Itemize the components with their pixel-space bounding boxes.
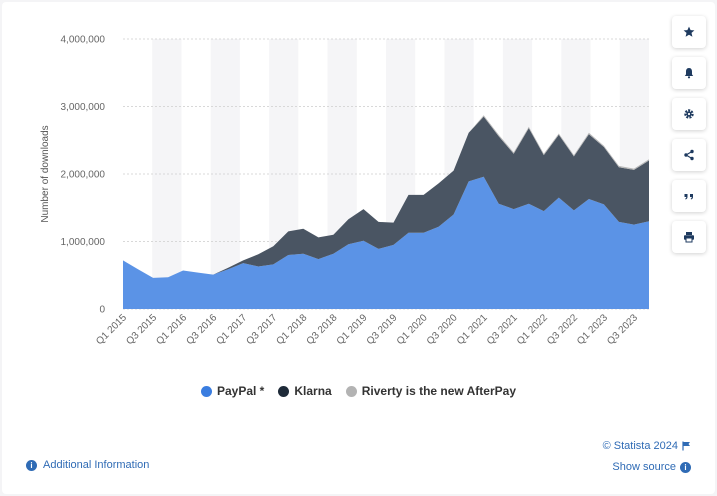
favorite-button[interactable] [672, 16, 706, 48]
show-source-text: Show source [612, 461, 676, 473]
share-icon [684, 149, 694, 161]
series-area-1[interactable] [123, 116, 649, 278]
print-icon [684, 232, 694, 243]
additional-information-link[interactable]: i Additional Information [26, 459, 149, 471]
legend-item-klarna[interactable]: Klarna [278, 384, 332, 398]
series-area-0[interactable] [123, 176, 649, 309]
chart-legend: PayPal * Klarna Riverty is the new After… [2, 384, 715, 398]
legend-dot-klarna [278, 385, 290, 397]
x-tick-label: Q3 2015 [124, 312, 159, 347]
legend-item-riverty[interactable]: Riverty is the new AfterPay [345, 384, 516, 398]
x-tick-label: Q1 2016 [154, 312, 189, 347]
notification-button[interactable] [672, 57, 706, 89]
print-button[interactable] [672, 221, 706, 253]
quote-icon [684, 194, 693, 200]
x-tick-label: Q3 2022 [545, 312, 580, 347]
cite-button[interactable] [672, 180, 706, 212]
y-tick-label: 1,000,000 [61, 237, 106, 248]
legend-label-riverty: Riverty is the new AfterPay [361, 384, 516, 398]
x-tick-label: Q1 2015 [94, 312, 129, 347]
credit-text: © Statista 2024 [602, 440, 678, 452]
share-button[interactable] [672, 139, 706, 171]
bell-icon [684, 68, 694, 79]
additional-information-text: Additional Information [43, 459, 150, 471]
star-icon [683, 26, 695, 37]
legend-dot-paypal [200, 385, 212, 397]
x-tick-label: Q3 2020 [425, 312, 460, 347]
x-tick-label: Q1 2023 [575, 312, 610, 347]
x-tick-label: Q3 2017 [245, 312, 280, 347]
legend-dot-riverty [345, 385, 357, 397]
x-tick-label: Q1 2022 [515, 312, 550, 347]
x-tick-label: Q1 2017 [214, 312, 249, 347]
chart-area: 0 1,000,000 2,000,000 3,000,000 4,000,000 Q1… [40, 35, 649, 347]
legend-item-paypal[interactable]: PayPal * [200, 384, 265, 398]
statista-credit[interactable]: © Statista 2024 [603, 440, 691, 452]
y-tick-label: 3,000,000 [61, 102, 106, 113]
chart-y-ticks: 0 1,000,000 2,000,000 3,000,000 4,000,000 [61, 35, 106, 316]
gear-icon [684, 109, 694, 119]
legend-label-paypal: PayPal * [216, 384, 265, 398]
y-tick-label: 4,000,000 [61, 35, 106, 46]
x-tick-label: Q1 2018 [275, 312, 310, 347]
info-icon: i [26, 459, 37, 471]
x-tick-label: Q3 2023 [605, 312, 640, 347]
y-tick-label: 2,000,000 [61, 170, 106, 181]
x-tick-label: Q1 2019 [335, 312, 370, 347]
x-tick-label: Q1 2021 [455, 312, 490, 347]
chart-toolbar [672, 16, 706, 262]
chart-series-areas [123, 115, 649, 309]
y-tick-label: 0 [99, 305, 105, 316]
show-source-link[interactable]: Show source i [612, 461, 691, 473]
x-tick-label: Q3 2016 [184, 312, 219, 347]
x-tick-label: Q3 2021 [485, 312, 520, 347]
y-axis-label: Number of downloads [40, 125, 51, 222]
legend-label-klarna: Klarna [294, 384, 332, 398]
x-tick-label: Q1 2020 [395, 312, 430, 347]
x-tick-label: Q3 2019 [365, 312, 400, 347]
flag-icon [682, 441, 690, 451]
x-tick-label: Q3 2018 [305, 312, 340, 347]
info-icon: i [680, 461, 691, 473]
settings-button[interactable] [672, 98, 706, 130]
